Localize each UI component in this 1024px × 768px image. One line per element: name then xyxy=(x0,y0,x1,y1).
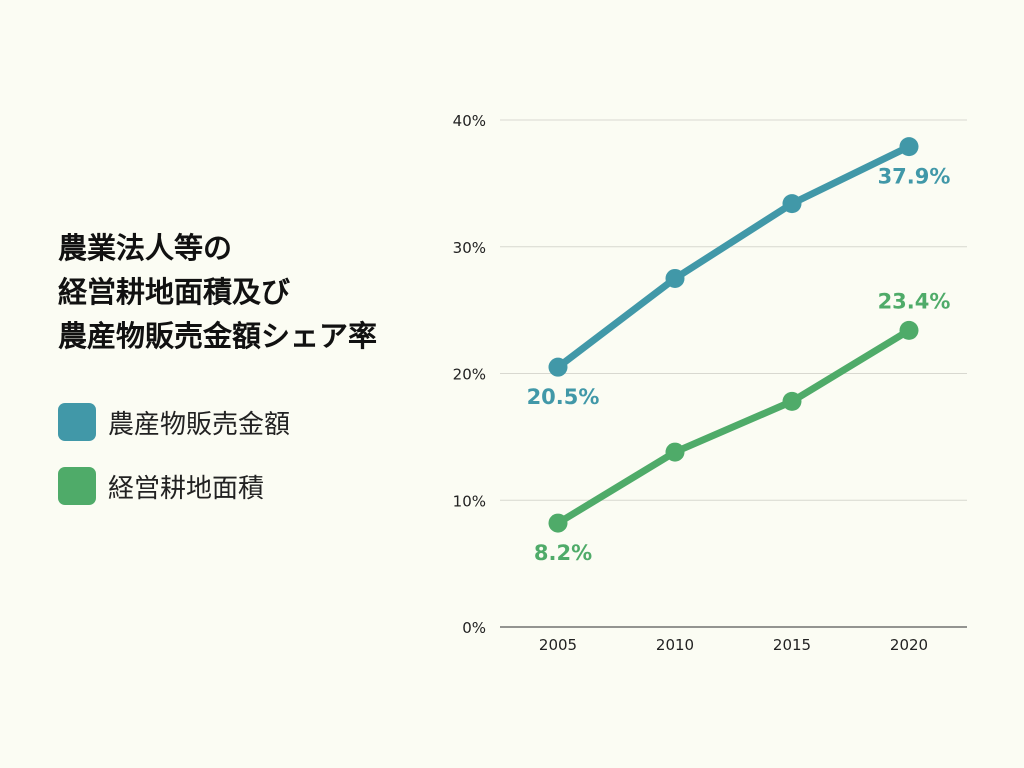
legend: 農産物販売金額 経営耕地面積 xyxy=(58,402,290,530)
data-point xyxy=(548,357,568,377)
legend-swatch-land xyxy=(58,467,96,505)
y-tick-label: 0% xyxy=(462,619,486,637)
legend-swatch-sales xyxy=(58,403,96,441)
legend-item-sales: 農産物販売金額 xyxy=(58,402,290,442)
data-point xyxy=(665,442,685,462)
data-point xyxy=(548,513,568,533)
legend-label-land: 経営耕地面積 xyxy=(108,473,265,504)
data-label: 23.4% xyxy=(878,289,951,313)
y-tick-label: 30% xyxy=(453,239,486,257)
data-label: 8.2% xyxy=(534,541,592,565)
y-tick-label: 20% xyxy=(453,366,486,384)
x-tick-label: 2015 xyxy=(773,636,811,654)
legend-label-sales: 農産物販売金額 xyxy=(108,409,291,440)
data-label: 20.5% xyxy=(527,385,600,409)
x-tick-label: 2005 xyxy=(539,636,577,654)
data-point xyxy=(899,137,919,157)
series-line xyxy=(554,326,913,527)
y-tick-label: 10% xyxy=(453,492,486,510)
title-line-3: 農産物販売金額シェア率 xyxy=(58,319,378,353)
x-tick-label: 2020 xyxy=(890,636,928,654)
data-point xyxy=(782,194,802,214)
y-tick-label: 40% xyxy=(453,112,486,130)
data-point xyxy=(665,268,685,288)
chart-title: 農業法人等の 経営耕地面積及び 農産物販売金額シェア率 xyxy=(58,226,418,358)
title-line-2: 経営耕地面積及び xyxy=(58,275,291,309)
legend-item-land: 経営耕地面積 xyxy=(58,466,290,506)
x-tick-label: 2010 xyxy=(656,636,694,654)
title-line-1: 農業法人等の xyxy=(58,231,233,265)
data-label: 37.9% xyxy=(878,165,951,189)
data-point xyxy=(899,320,919,340)
series-line xyxy=(554,143,913,371)
data-point xyxy=(782,391,802,411)
